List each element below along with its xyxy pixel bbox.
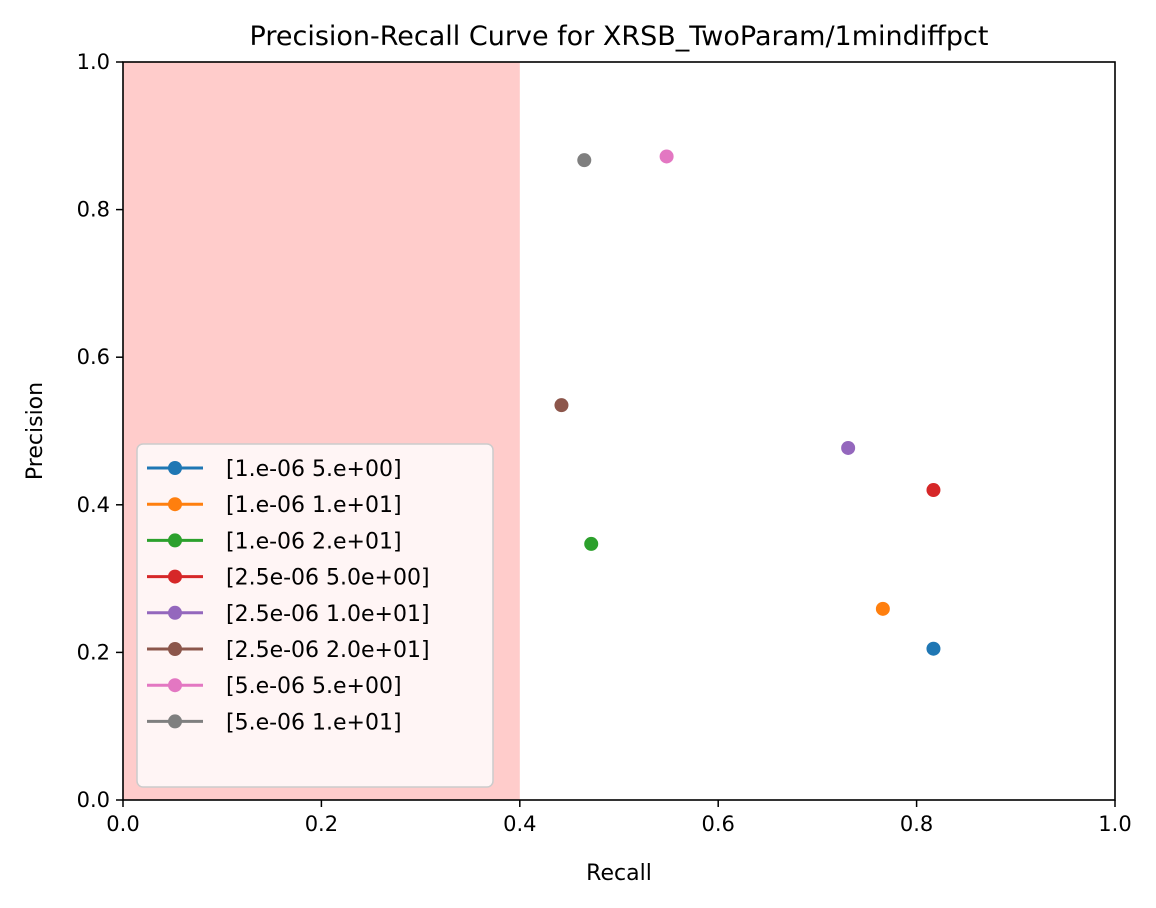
legend-label: [5.e-06 1.e+01] <box>226 710 402 735</box>
legend-label: [1.e-06 1.e+01] <box>226 493 402 518</box>
legend-swatch-marker <box>168 678 182 693</box>
y-tick-label: 1.0 <box>77 50 110 74</box>
x-tick-label: 0.0 <box>106 812 139 836</box>
legend-swatch-marker <box>168 461 182 475</box>
x-tick-label: 0.4 <box>503 812 536 836</box>
data-point <box>926 483 941 498</box>
legend-label: [1.e-06 5.e+00] <box>226 457 402 482</box>
y-tick-label: 0.8 <box>77 198 110 222</box>
axis-ticks: 0.0 0.2 0.4 0.6 0.8 1.0 0.0 0.2 0.4 0.6 0.8 1.0 <box>77 50 1132 836</box>
y-tick-label: 0.6 <box>77 345 110 369</box>
legend-label: [2.5e-06 2.0e+01] <box>226 638 430 663</box>
legend-label: [5.e-06 5.e+00] <box>226 674 402 699</box>
y-tick-label: 0.0 <box>77 788 110 812</box>
chart-title: Precision-Recall Curve for XRSB_TwoParam… <box>250 21 989 52</box>
legend-swatch-marker <box>168 714 182 729</box>
legend: [1.e-06 5.e+00] [1.e-06 1.e+01] [1.e-06 2.… <box>136 443 494 788</box>
legend-label: [2.5e-06 1.0e+01] <box>226 602 430 627</box>
data-point <box>584 536 599 551</box>
legend-swatch-marker <box>168 642 182 656</box>
x-tick-label: 0.6 <box>701 812 734 836</box>
x-axis-label: Recall <box>586 861 652 886</box>
x-tick-label: 0.8 <box>900 812 933 836</box>
legend-swatch-marker <box>168 605 182 620</box>
plot-frame <box>122 61 1116 801</box>
legend-swatch-marker <box>168 497 182 512</box>
legend-label: [2.5e-06 5.0e+00] <box>226 566 430 591</box>
data-point <box>926 641 941 656</box>
y-axis-label: Precision <box>23 382 48 480</box>
data-point <box>875 601 890 616</box>
data-point <box>659 149 674 164</box>
data-point <box>577 153 592 168</box>
x-tick-label: 1.0 <box>1098 812 1131 836</box>
data-points <box>554 149 941 656</box>
legend-swatch-marker <box>168 533 182 548</box>
data-point <box>841 440 856 455</box>
legend-box <box>136 443 494 788</box>
x-tick-label: 0.2 <box>305 812 338 836</box>
data-point <box>554 398 569 413</box>
y-tick-label: 0.4 <box>77 493 110 517</box>
y-tick-label: 0.2 <box>77 640 110 664</box>
legend-label: [1.e-06 2.e+01] <box>226 529 402 554</box>
legend-swatch-marker <box>168 569 182 584</box>
